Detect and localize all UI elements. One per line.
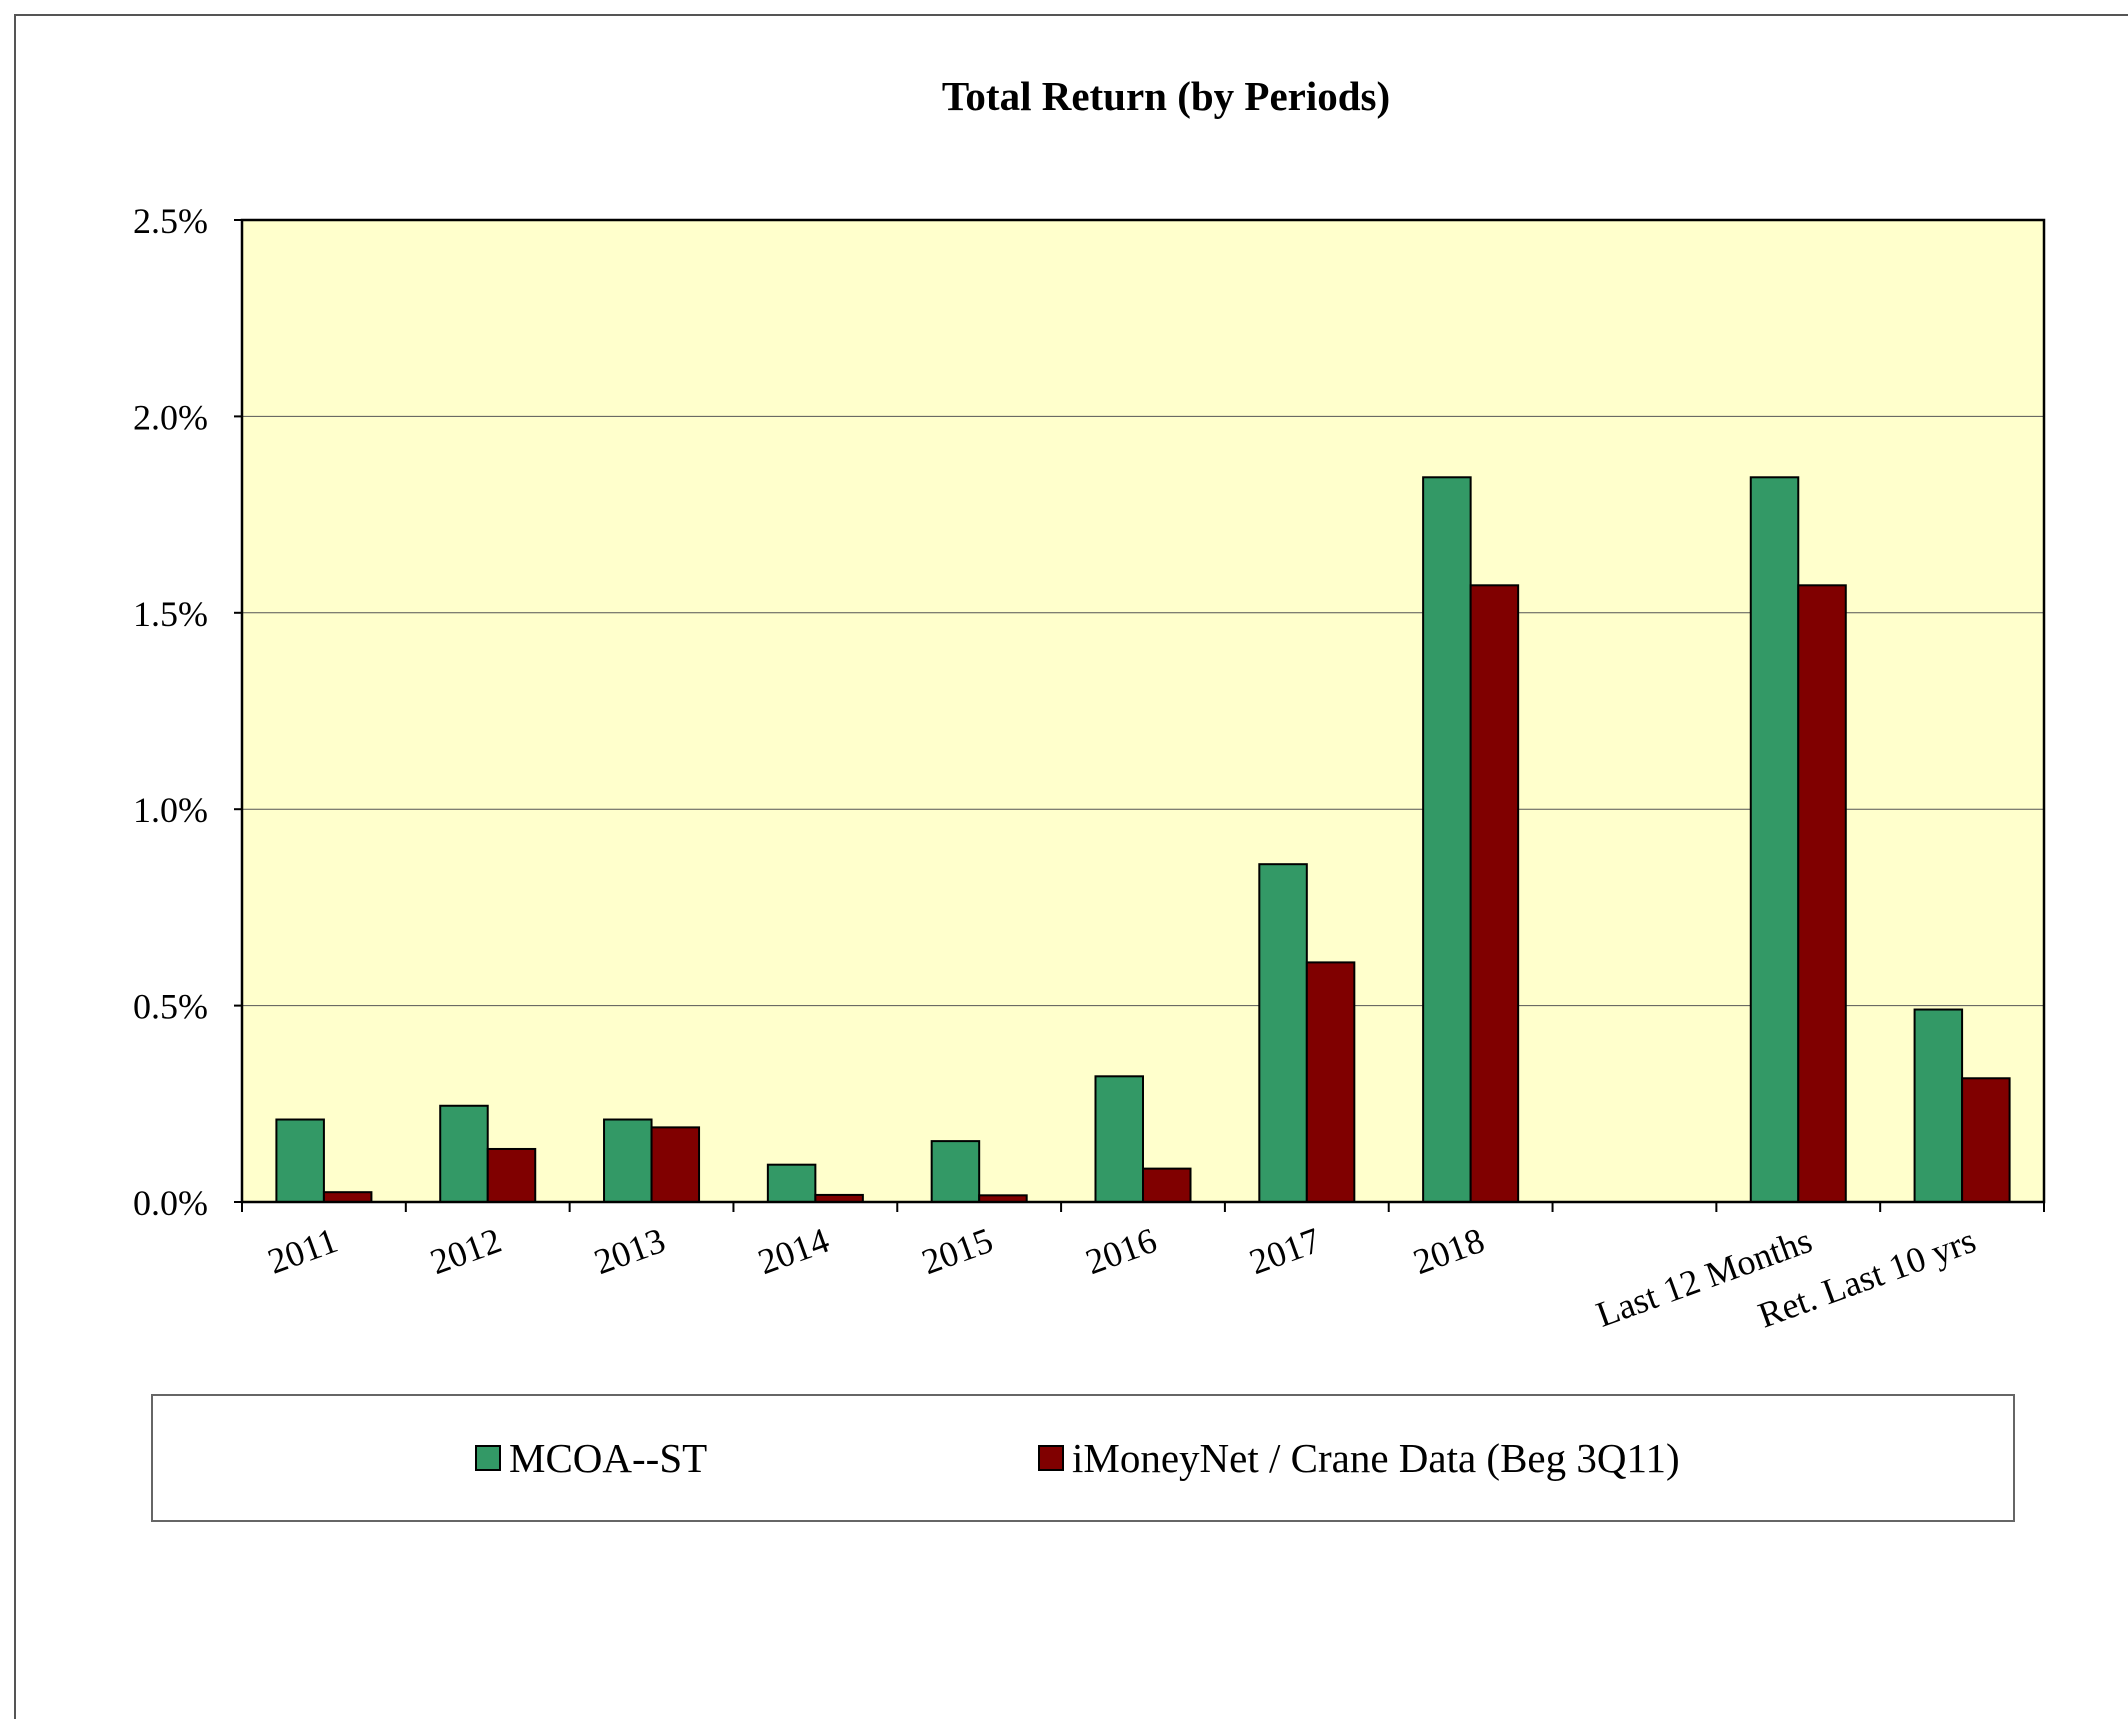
bar-series-2 [650,1126,701,1204]
plot-area [242,220,2044,1202]
bar-series-1 [766,1163,817,1203]
gridlines [242,415,2044,1007]
bar-series-1 [439,1104,489,1204]
bar-series-2 [322,1191,373,1204]
bar-chart: 0.0% 0.5% 1.0% 1.5% 2.0% 2.5% 2011 2012 2013 201… [133,201,2046,1335]
bar-series-1 [603,1118,653,1203]
x-tick-label: 2012 [425,1220,506,1282]
y-tick-label: 1.0% [133,790,208,830]
chart-title: Total Return (by Periods) [941,73,1391,119]
bar-series-2 [1797,584,1847,1203]
bar-series-2 [1961,1077,2011,1203]
y-tick-label: 2.5% [133,201,208,241]
legend-swatch-series-2 [1038,1445,1064,1471]
y-tick-label: 0.5% [133,987,208,1027]
y-axis: 0.0% 0.5% 1.0% 1.5% 2.0% 2.5% [133,201,242,1223]
legend: MCOA--ST iMoneyNet / Crane Data (Beg 3Q1… [151,1394,2015,1522]
bar-series-2 [1142,1167,1192,1204]
bar-series-2 [486,1147,537,1204]
plot-border [240,218,2046,1204]
bars [275,476,2011,1204]
bar-series-1 [1913,1008,1964,1204]
bar-series-1 [930,1140,981,1203]
bar-series-2 [1305,961,1356,1204]
bar-series-2 [1469,584,1520,1203]
legend-label-series-2: iMoneyNet / Crane Data (Beg 3Q11) [1072,1435,1680,1481]
legend-label-series-1: MCOA--ST [509,1435,708,1481]
bar-series-1 [275,1118,325,1203]
bar-series-1 [1094,1075,1144,1203]
legend-swatch-series-1 [475,1445,501,1471]
x-tick-label: 2018 [1408,1220,1489,1282]
x-tick-label: 2016 [1080,1220,1161,1282]
bar-series-1 [1258,863,1308,1204]
x-tick-label: 2015 [917,1220,998,1282]
chart-frame [14,14,2128,1719]
legend-item-series-1: MCOA--ST [475,1396,707,1520]
x-axis: 2011 2012 2013 2014 2015 2016 2017 2018 Last 12 … [241,1202,2045,1335]
y-tick-label: 2.0% [133,397,208,437]
x-tick-label: 2013 [589,1220,670,1282]
y-tick-label: 1.5% [133,594,208,634]
bar-series-1 [1749,476,1800,1203]
x-tick-label: 2011 [263,1220,343,1282]
x-tick-label: 2014 [753,1220,834,1282]
bar-series-1 [1422,476,1472,1203]
x-tick-label: 2017 [1244,1220,1325,1282]
y-tick-label: 0.0% [133,1183,208,1223]
legend-item-series-2: iMoneyNet / Crane Data (Beg 3Q11) [1038,1396,1680,1520]
